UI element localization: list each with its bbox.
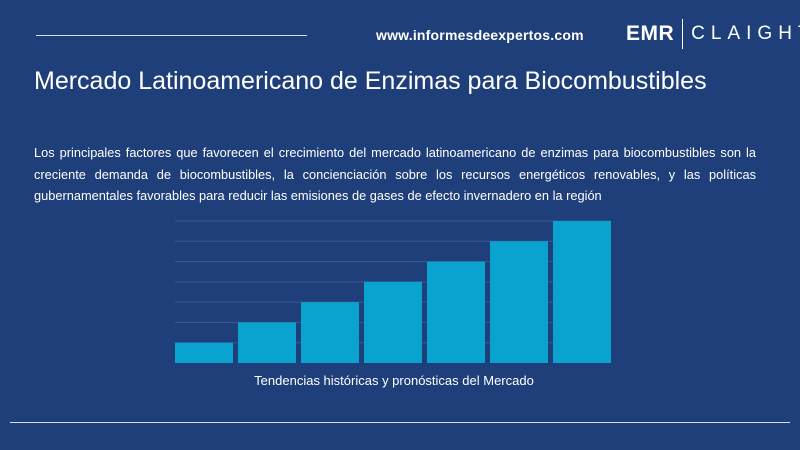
site-url[interactable]: www.informesdeexpertos.com — [376, 27, 584, 43]
emr-claight-logo: EMR CLAIGHT — [626, 17, 800, 51]
logo-divider — [682, 19, 684, 49]
chart-bars — [175, 221, 611, 363]
market-description: Los principales factores que favorecen e… — [34, 145, 756, 204]
chart-bar — [553, 221, 611, 363]
chart-bar — [427, 261, 485, 363]
chart-bar — [301, 302, 359, 363]
chart-bar — [175, 342, 233, 363]
page-title: Mercado Latinoamericano de Enzimas para … — [34, 67, 707, 95]
chart-bar — [490, 241, 548, 363]
chart-x-label: Tendencias históricas y pronósticas del … — [254, 373, 534, 388]
logo-emr-text: EMR — [626, 22, 675, 45]
footer-rule — [10, 422, 790, 423]
chart-bar — [364, 281, 422, 363]
bar-chart — [175, 220, 611, 363]
header-rule — [36, 35, 307, 36]
chart-bar — [238, 322, 296, 363]
logo-claight-text: CLAIGHT — [691, 23, 800, 44]
